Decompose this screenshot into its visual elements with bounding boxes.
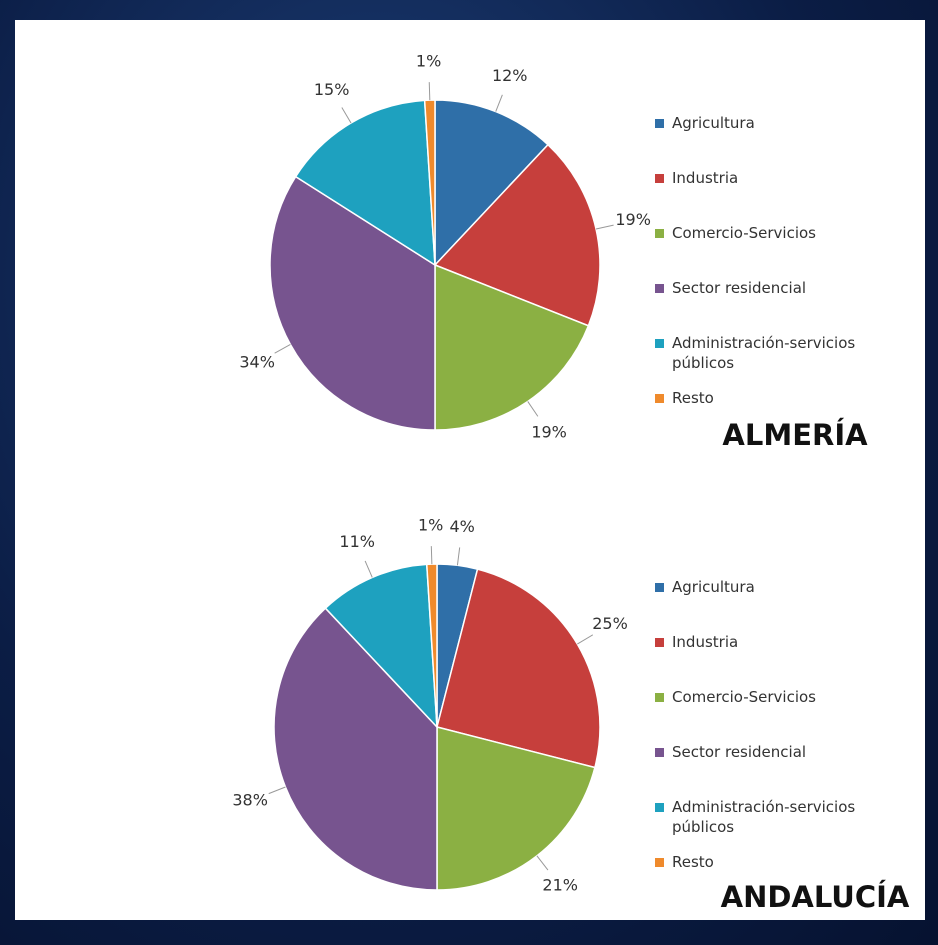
legend-swatch <box>655 693 664 702</box>
leader-line <box>577 635 592 644</box>
legend-swatch <box>655 394 664 403</box>
legend-item: Comercio-Servicios <box>655 223 895 243</box>
legend-item: Agricultura <box>655 577 895 597</box>
legend-swatch <box>655 229 664 238</box>
leader-line <box>496 95 503 112</box>
screen: 12% 19% 19% 34% 15% 1% ALMERÍA 4% 25% 21% 38% 11% 1%… <box>0 0 938 945</box>
legend-item: Administración-servicios públicos <box>655 333 895 373</box>
data-label: 19% <box>531 422 567 441</box>
leader-line <box>528 401 538 416</box>
leader-line <box>537 856 548 870</box>
legend-item: Administración-servicios públicos <box>655 797 895 837</box>
leader-line <box>596 225 614 229</box>
leader-line <box>429 82 430 100</box>
legend-label: Comercio-Servicios <box>672 223 816 243</box>
legend-item: Comercio-Servicios <box>655 687 895 707</box>
chart-title: ANDALUCÍA <box>721 880 910 914</box>
data-label: 19% <box>615 210 651 229</box>
leader-line <box>342 107 351 122</box>
legend-item: Industria <box>655 632 895 652</box>
leader-line <box>269 787 286 794</box>
legend-label: Comercio-Servicios <box>672 687 816 707</box>
legend-swatch <box>655 803 664 812</box>
legend-label: Agricultura <box>672 113 755 133</box>
legend-swatch <box>655 339 664 348</box>
legend-label: Resto <box>672 852 714 872</box>
legend-label: Industria <box>672 168 738 188</box>
leader-line <box>431 546 432 564</box>
legend-label: Sector residencial <box>672 278 806 298</box>
data-label: 12% <box>492 66 528 85</box>
legend-item: Resto <box>655 388 895 408</box>
legend-label: Administración-servicios públicos <box>672 797 895 837</box>
legend-item: Industria <box>655 168 895 188</box>
legend-item: Sector residencial <box>655 742 895 762</box>
data-label: 15% <box>314 80 350 99</box>
leader-line <box>365 561 372 578</box>
legend-item: Resto <box>655 852 895 872</box>
legend-label: Resto <box>672 388 714 408</box>
data-label: 21% <box>542 875 578 894</box>
legend-swatch <box>655 284 664 293</box>
leader-line <box>457 547 459 565</box>
data-label: 4% <box>449 517 474 536</box>
legend-swatch <box>655 583 664 592</box>
legend-item: Sector residencial <box>655 278 895 298</box>
leader-line <box>275 344 291 353</box>
chart-title: ALMERÍA <box>722 418 868 452</box>
legend-item: Agricultura <box>655 113 895 133</box>
data-label: 38% <box>232 790 268 809</box>
legend-swatch <box>655 748 664 757</box>
data-label: 34% <box>239 352 275 371</box>
legend-swatch <box>655 638 664 647</box>
legend-label: Administración-servicios públicos <box>672 333 895 373</box>
data-label: 25% <box>592 614 628 633</box>
legend-label: Sector residencial <box>672 742 806 762</box>
data-label: 1% <box>418 516 443 535</box>
legend-label: Agricultura <box>672 577 755 597</box>
legend-swatch <box>655 858 664 867</box>
legend-swatch <box>655 174 664 183</box>
legend-label: Industria <box>672 632 738 652</box>
data-label: 1% <box>416 52 441 71</box>
data-label: 11% <box>339 532 375 551</box>
legend-swatch <box>655 119 664 128</box>
